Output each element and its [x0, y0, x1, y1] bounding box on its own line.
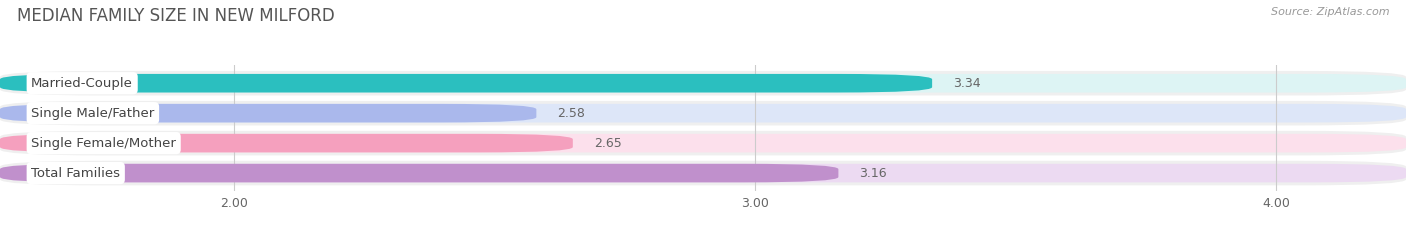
Text: 2.58: 2.58 — [557, 107, 585, 120]
FancyBboxPatch shape — [0, 104, 1406, 123]
FancyBboxPatch shape — [0, 71, 1406, 96]
Text: MEDIAN FAMILY SIZE IN NEW MILFORD: MEDIAN FAMILY SIZE IN NEW MILFORD — [17, 7, 335, 25]
FancyBboxPatch shape — [0, 101, 1406, 125]
Text: Total Families: Total Families — [31, 167, 121, 180]
FancyBboxPatch shape — [0, 74, 932, 93]
FancyBboxPatch shape — [0, 131, 1406, 155]
Text: Source: ZipAtlas.com: Source: ZipAtlas.com — [1271, 7, 1389, 17]
FancyBboxPatch shape — [0, 161, 1406, 185]
Text: Married-Couple: Married-Couple — [31, 77, 134, 90]
FancyBboxPatch shape — [0, 164, 838, 182]
Text: Single Female/Mother: Single Female/Mother — [31, 137, 176, 150]
Text: 3.16: 3.16 — [859, 167, 887, 180]
FancyBboxPatch shape — [0, 164, 1406, 182]
FancyBboxPatch shape — [0, 134, 1406, 152]
FancyBboxPatch shape — [0, 104, 536, 123]
FancyBboxPatch shape — [0, 134, 572, 152]
Text: Single Male/Father: Single Male/Father — [31, 107, 155, 120]
FancyBboxPatch shape — [0, 74, 1406, 93]
Text: 3.34: 3.34 — [953, 77, 980, 90]
Text: 2.65: 2.65 — [593, 137, 621, 150]
